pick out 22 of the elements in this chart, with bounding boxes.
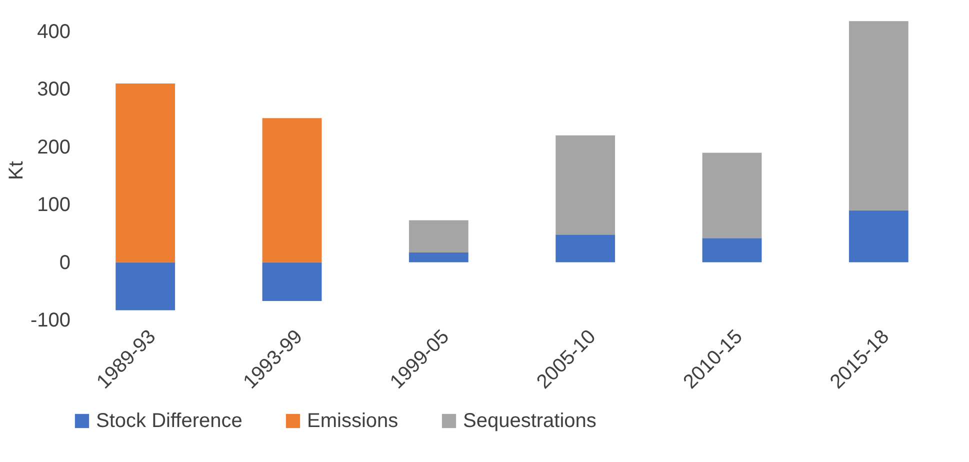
bar bbox=[116, 83, 176, 262]
legend-label: Stock Difference bbox=[96, 410, 242, 432]
bar bbox=[848, 210, 908, 262]
bar bbox=[702, 152, 762, 238]
bar bbox=[408, 220, 468, 252]
bar bbox=[556, 135, 616, 235]
y-tick-label: 200 bbox=[37, 136, 70, 158]
y-tick-label: -100 bbox=[30, 310, 70, 332]
bar bbox=[408, 252, 468, 262]
y-tick-label: 300 bbox=[37, 78, 70, 101]
bar bbox=[556, 234, 616, 262]
bar bbox=[262, 118, 322, 262]
bar bbox=[848, 21, 908, 210]
legend-label: Sequestrations bbox=[463, 410, 596, 432]
y-axis-title: Kt bbox=[5, 160, 28, 180]
bar bbox=[702, 238, 762, 262]
y-tick-label: 100 bbox=[37, 194, 70, 216]
y-tick-label: 0 bbox=[59, 252, 70, 274]
bar bbox=[116, 262, 176, 310]
bar bbox=[262, 262, 322, 301]
legend-label: Emissions bbox=[307, 410, 398, 432]
y-tick-label: 400 bbox=[37, 21, 70, 44]
